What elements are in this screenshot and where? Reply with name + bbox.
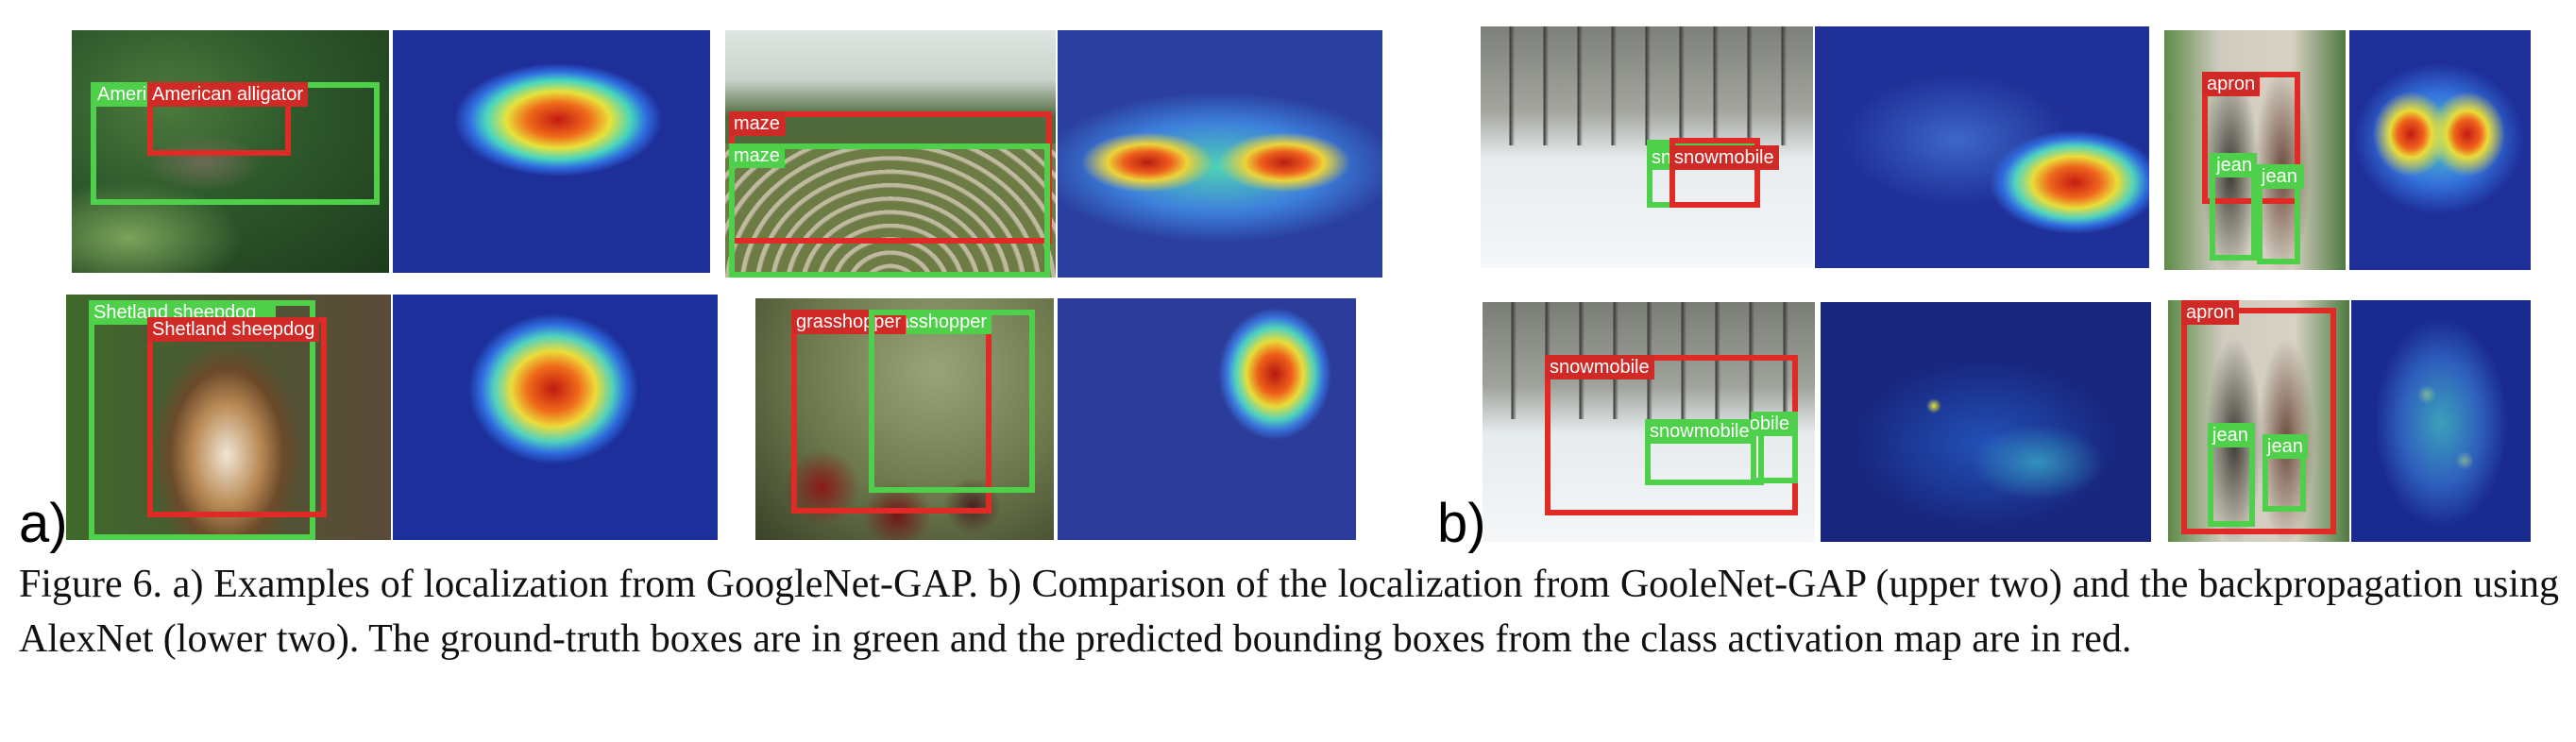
ground-truth-label: jean [2262, 434, 2308, 459]
ground-truth-label: jean [2210, 153, 2257, 177]
ground-truth-label: grasshopper [907, 310, 991, 334]
snowmobile-heatmap-backprop [1821, 302, 2151, 542]
apron-photo-gap: apron jean jean [2164, 30, 2346, 270]
panel-label-a: a) [19, 493, 68, 554]
alligator-heatmap [393, 30, 710, 273]
snowmobile-heatmap-gap [1815, 26, 2149, 268]
snowmobile-photo-gap: snowmobile snowmobile [1481, 26, 1813, 268]
grasshopper-photo: grasshopper grasshopper [755, 298, 1054, 540]
predicted-label: American alligator [147, 82, 309, 107]
ground-truth-label: maze [729, 143, 785, 168]
apron-heatmap-gap [2349, 30, 2531, 270]
ground-truth-label: American alligator [93, 82, 155, 107]
predicted-box [2181, 308, 2336, 534]
ground-truth-label: jean [2208, 423, 2253, 447]
maze-photo: maze maze [725, 30, 1056, 278]
ground-truth-box [729, 143, 1050, 278]
apron-heatmap-backprop [2351, 300, 2531, 542]
ground-truth-label: jean [2257, 164, 2304, 189]
sheepdog-photo: Shetland sheepdog Shetland sheepdog [66, 295, 391, 540]
predicted-box [147, 317, 327, 517]
maze-heatmap [1058, 30, 1382, 278]
predicted-label: Shetland sheepdog [147, 317, 320, 342]
grasshopper-heatmap [1058, 298, 1356, 540]
sheepdog-heatmap [393, 295, 718, 540]
snowmobile-photo-backprop: snowmobile snowmobile snowmobile [1483, 302, 1815, 542]
figure-caption: Figure 6. a) Examples of localization fr… [19, 563, 2559, 661]
predicted-label: maze [729, 111, 785, 136]
predicted-label: snowmobile [1669, 145, 1779, 170]
predicted-label: snowmobile [1545, 355, 1654, 379]
alligator-photo: American alligator American alligator [72, 30, 389, 273]
panel-label-b: b) [1437, 493, 1486, 554]
predicted-label: apron [2202, 72, 2261, 96]
ground-truth-box [869, 310, 1035, 493]
predicted-box [1669, 138, 1760, 208]
apron-photo-backprop: apron jean jean [2168, 300, 2349, 542]
ground-truth-label: snowmobile [1645, 419, 1754, 444]
ground-truth-label: snowmobile [1751, 412, 1794, 436]
predicted-label: apron [2181, 300, 2240, 325]
ground-truth-box [2257, 179, 2300, 264]
